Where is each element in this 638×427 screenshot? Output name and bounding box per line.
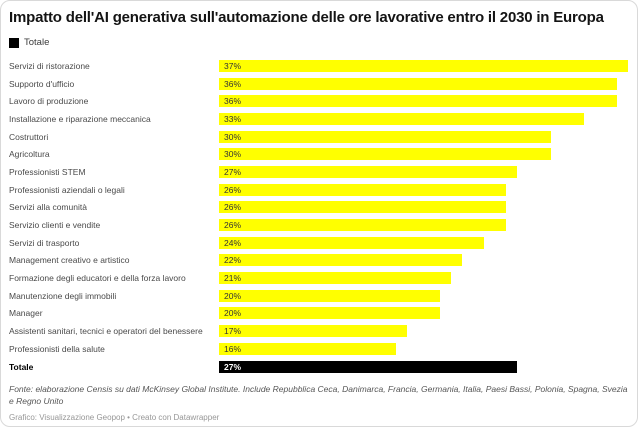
value-bar: 17%	[219, 325, 407, 338]
chart-row: Lavoro di produzione 36%	[9, 92, 629, 110]
bar-track: 26%	[219, 201, 628, 214]
chart-row: Costruttori 30%	[9, 128, 629, 146]
total-bar: 27%	[219, 360, 518, 373]
bar-track: 36%	[219, 95, 628, 108]
chart-row: Manutenzione degli immobili 20%	[9, 287, 629, 305]
bar-track: 22%	[219, 254, 628, 267]
bar-track: 20%	[219, 307, 628, 320]
chart-row: Management creativo e artistico 22%	[9, 252, 629, 270]
bar-track: 20%	[219, 289, 628, 302]
chart-row: Servizi di trasporto 24%	[9, 234, 629, 252]
chart-row: Supporto d'ufficio 36%	[9, 75, 629, 93]
category-label: Professionisti STEM	[9, 166, 86, 177]
chart-row: Formazione degli educatori e della forza…	[9, 269, 629, 287]
bar-track: 26%	[219, 183, 628, 196]
value-bar: 16%	[219, 342, 396, 355]
category-label: Servizi di trasporto	[9, 237, 80, 248]
bar-value-label: 20%	[224, 308, 242, 319]
value-bar: 20%	[219, 307, 441, 320]
category-label: Totale	[9, 361, 34, 372]
page-title: Impatto dell'AI generativa sull'automazi…	[9, 9, 604, 26]
category-label: Assistenti sanitari, tecnici e operatori…	[9, 326, 203, 337]
bar-value-label: 16%	[224, 343, 242, 354]
legend-swatch-totale	[9, 37, 19, 48]
chart-row: Professionisti della salute 16%	[9, 340, 629, 358]
bar-value-label: 30%	[224, 131, 242, 142]
bar-value-label: 26%	[224, 184, 242, 195]
category-label: Management creativo e artistico	[9, 255, 130, 266]
chart-row: Servizi di ristorazione 37%	[9, 57, 629, 75]
bar-value-label: 24%	[224, 237, 242, 248]
bar-track: 37%	[219, 59, 628, 72]
bar-track: 27%	[219, 360, 628, 373]
bar-track: 30%	[219, 130, 628, 143]
bar-value-label: 36%	[224, 96, 242, 107]
bar-value-label: 26%	[224, 220, 242, 231]
credit-line: Grafico: Visualizzazione Geopop • Creato…	[9, 413, 220, 423]
bar-track: 16%	[219, 342, 628, 355]
value-bar: 26%	[219, 201, 507, 214]
value-bar: 30%	[219, 148, 551, 161]
category-label: Manutenzione degli immobili	[9, 290, 117, 301]
source-note: Fonte: elaborazione Censis su dati McKin…	[9, 384, 628, 406]
bar-value-label: 17%	[224, 326, 242, 337]
bar-value-label: 22%	[224, 255, 242, 266]
category-label: Servizio clienti e vendite	[9, 220, 101, 231]
bar-track: 36%	[219, 77, 628, 90]
category-label: Manager	[9, 308, 43, 319]
bar-track: 33%	[219, 112, 628, 125]
bar-value-label: 36%	[224, 78, 242, 89]
chart-row: Installazione e riparazione meccanica 33%	[9, 110, 629, 128]
value-bar: 24%	[219, 236, 485, 249]
value-bar: 22%	[219, 254, 463, 267]
bar-value-label: 37%	[224, 60, 242, 71]
bar-track: 17%	[219, 325, 628, 338]
value-bar: 26%	[219, 219, 507, 232]
chart-row: Totale 27%	[9, 358, 629, 376]
legend-label: Totale	[24, 37, 50, 48]
chart-row: Manager 20%	[9, 305, 629, 323]
category-label: Professionisti della salute	[9, 343, 105, 354]
category-label: Installazione e riparazione meccanica	[9, 113, 151, 124]
category-label: Lavoro di produzione	[9, 96, 89, 107]
value-bar: 21%	[219, 272, 452, 285]
value-bar: 36%	[219, 77, 617, 90]
bar-track: 27%	[219, 165, 628, 178]
chart-row: Professionisti aziendali o legali 26%	[9, 181, 629, 199]
bar-track: 21%	[219, 272, 628, 285]
category-label: Agricoltura	[9, 149, 50, 160]
bar-chart: Servizi di ristorazione 37% Supporto d'uff…	[9, 57, 629, 375]
bar-value-label: 33%	[224, 113, 242, 124]
bar-track: 30%	[219, 148, 628, 161]
footer: Fonte: elaborazione Censis su dati McKin…	[9, 384, 629, 422]
category-label: Professionisti aziendali o legali	[9, 184, 125, 195]
bar-value-label: 27%	[224, 166, 242, 177]
chart-row: Professionisti STEM 27%	[9, 163, 629, 181]
chart-row: Agricoltura 30%	[9, 145, 629, 163]
category-label: Formazione degli educatori e della forza…	[9, 273, 186, 284]
bar-value-label: 30%	[224, 149, 242, 160]
value-bar: 20%	[219, 289, 441, 302]
bar-value-label: 20%	[224, 290, 242, 301]
value-bar: 27%	[219, 165, 518, 178]
value-bar: 37%	[219, 59, 628, 72]
chart-row: Assistenti sanitari, tecnici e operatori…	[9, 322, 629, 340]
bar-track: 24%	[219, 236, 628, 249]
bar-value-label: 21%	[224, 273, 242, 284]
value-bar: 30%	[219, 130, 551, 143]
category-label: Costruttori	[9, 131, 49, 142]
value-bar: 33%	[219, 112, 584, 125]
bar-value-label: 26%	[224, 202, 242, 213]
bar-value-label: 27%	[224, 361, 242, 372]
category-label: Servizi di ristorazione	[9, 60, 90, 71]
value-bar: 36%	[219, 95, 617, 108]
bar-track: 26%	[219, 219, 628, 232]
legend: Totale	[9, 37, 629, 48]
chart-row: Servizi alla comunità 26%	[9, 199, 629, 217]
chart-row: Servizio clienti e vendite 26%	[9, 216, 629, 234]
category-label: Servizi alla comunità	[9, 202, 87, 213]
value-bar: 26%	[219, 183, 507, 196]
category-label: Supporto d'ufficio	[9, 78, 75, 89]
